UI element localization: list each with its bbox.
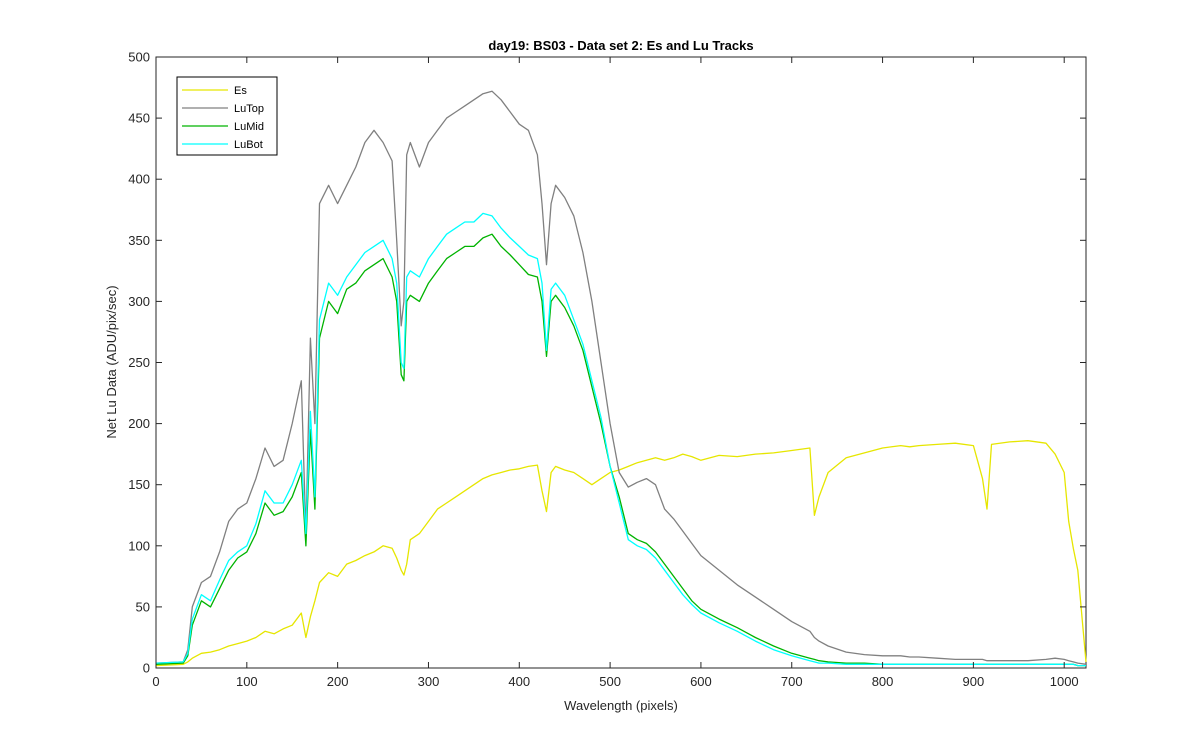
y-tick-label: 450 bbox=[128, 111, 150, 126]
x-tick-label: 400 bbox=[508, 674, 530, 689]
y-tick-label: 0 bbox=[143, 661, 150, 676]
y-tick-label: 150 bbox=[128, 477, 150, 492]
legend-label-lumid: LuMid bbox=[234, 121, 264, 133]
y-tick-label: 50 bbox=[136, 599, 150, 614]
plot-area: 0 100 200 300 400 500 600 700 800 900 1000 0 50 100 1… bbox=[128, 50, 1087, 689]
x-tick-label: 900 bbox=[963, 674, 985, 689]
axes-box bbox=[155, 56, 1087, 669]
y-tick-label: 300 bbox=[128, 294, 150, 309]
x-tick-label: 1000 bbox=[1050, 674, 1079, 689]
series-line-lubot bbox=[155, 212, 1086, 667]
x-tick-label: 100 bbox=[236, 674, 258, 689]
x-tick-label: 700 bbox=[781, 674, 803, 689]
legend-label-es: Es bbox=[234, 85, 247, 97]
x-tick-label: 0 bbox=[152, 674, 159, 689]
y-axis-label: Net Lu Data (ADU/pix/sec) bbox=[104, 285, 119, 438]
x-tick-label: 800 bbox=[872, 674, 894, 689]
series-line-es bbox=[155, 440, 1087, 667]
y-tick-label: 200 bbox=[128, 416, 150, 431]
y-axis: 0 50 100 150 200 250 300 350 400 450 500 bbox=[128, 50, 1086, 676]
x-tick-label: 300 bbox=[418, 674, 440, 689]
x-axis: 0 100 200 300 400 500 600 700 800 900 1000 bbox=[152, 57, 1079, 689]
x-tick-label: 200 bbox=[327, 674, 349, 689]
y-tick-label: 500 bbox=[128, 50, 150, 65]
x-tick-label: 600 bbox=[690, 674, 712, 689]
y-tick-label: 400 bbox=[128, 172, 150, 187]
legend: Es LuTop LuMid LuBot bbox=[176, 76, 278, 156]
y-tick-label: 250 bbox=[128, 355, 150, 370]
y-tick-label: 100 bbox=[128, 538, 150, 553]
series-layer bbox=[155, 90, 1087, 667]
legend-label-lubot: LuBot bbox=[234, 139, 263, 151]
x-tick-label: 500 bbox=[599, 674, 621, 689]
y-tick-label: 350 bbox=[128, 233, 150, 248]
x-axis-label: Wavelength (pixels) bbox=[564, 698, 678, 713]
chart-title: day19: BS03 - Data set 2: Es and Lu Trac… bbox=[488, 38, 753, 53]
legend-label-lutop: LuTop bbox=[234, 103, 264, 115]
